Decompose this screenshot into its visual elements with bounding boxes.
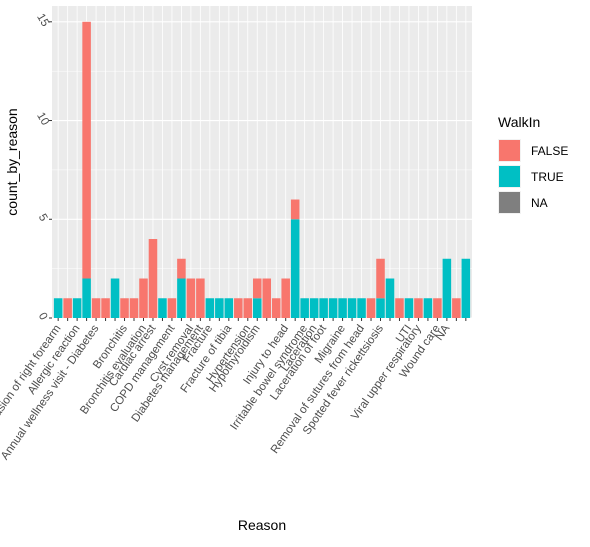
legend-title: WalkIn [498, 114, 540, 130]
bar-segment-false [186, 278, 196, 318]
bar-segment-false [290, 199, 300, 220]
bar-segment-false [281, 278, 290, 318]
bar-segment-true [177, 278, 186, 318]
bar-segment-false [414, 298, 423, 318]
legend-label-false: FALSE [531, 144, 568, 158]
bar-segment-false [433, 298, 442, 318]
bar-segment-true [252, 298, 262, 318]
bar-segment-false [167, 298, 177, 318]
bar-segment-true [461, 258, 471, 318]
bar-segment-false [177, 258, 186, 279]
bar-segment-false [243, 298, 253, 318]
bar-segment-true [357, 298, 366, 318]
bar-segment-true [328, 298, 338, 318]
bar-segment-false [252, 278, 262, 299]
bar-segment-true [53, 298, 63, 318]
bar-segment-true [224, 298, 234, 318]
bar-segment-false [271, 298, 281, 318]
plot-panel [52, 6, 472, 318]
y-tick-label: 10 [34, 110, 51, 127]
bar-segment-true [404, 298, 414, 318]
bar-segment-false [148, 239, 158, 318]
bar-segment-true [338, 298, 347, 318]
legend-label-true: TRUE [531, 170, 564, 184]
bar-segment-true [347, 298, 357, 318]
bar-segment-true [215, 298, 224, 318]
legend-label-na: NA [531, 196, 548, 210]
bar-segment-false [234, 298, 243, 318]
bar-segment-true [385, 278, 395, 318]
legend-key-false [499, 140, 520, 161]
bar-segment-true [309, 298, 319, 318]
y-tick-label: 15 [34, 12, 51, 29]
bar-segment-true [319, 298, 328, 318]
bar-segment-true [82, 278, 91, 318]
bar-segment-false [129, 298, 139, 318]
bar-segment-true [72, 298, 82, 318]
x-axis-title: Reason [238, 517, 286, 533]
bar-segment-false [376, 258, 385, 299]
bar-segment-true [158, 298, 167, 318]
bar-segment-false [452, 298, 461, 318]
legend-key-true [499, 166, 520, 187]
bar-segment-false [139, 278, 148, 318]
y-tick-label: 0 [36, 311, 50, 323]
y-tick-label: 5 [36, 212, 50, 224]
bar-segment-true [376, 298, 385, 318]
bar-segment-false [82, 21, 91, 279]
bar-segment-false [196, 278, 205, 318]
bar-segment-true [300, 298, 309, 318]
bar-segment-false [101, 298, 110, 318]
bar-segment-true [442, 258, 452, 318]
y-axis-title: count_by_reason [4, 108, 20, 215]
legend-key-na [499, 192, 520, 213]
bar-segment-false [91, 298, 101, 318]
bar-segment-true [205, 298, 215, 318]
bar-segment-true [110, 278, 120, 318]
bar-segment-false [262, 278, 272, 318]
bar-segment-false [120, 298, 129, 318]
bar-segment-false [366, 298, 376, 318]
bar-segment-true [423, 298, 433, 318]
bar-segment-false [63, 298, 72, 318]
bar-segment-false [395, 298, 404, 318]
bar-segment-true [290, 219, 300, 318]
